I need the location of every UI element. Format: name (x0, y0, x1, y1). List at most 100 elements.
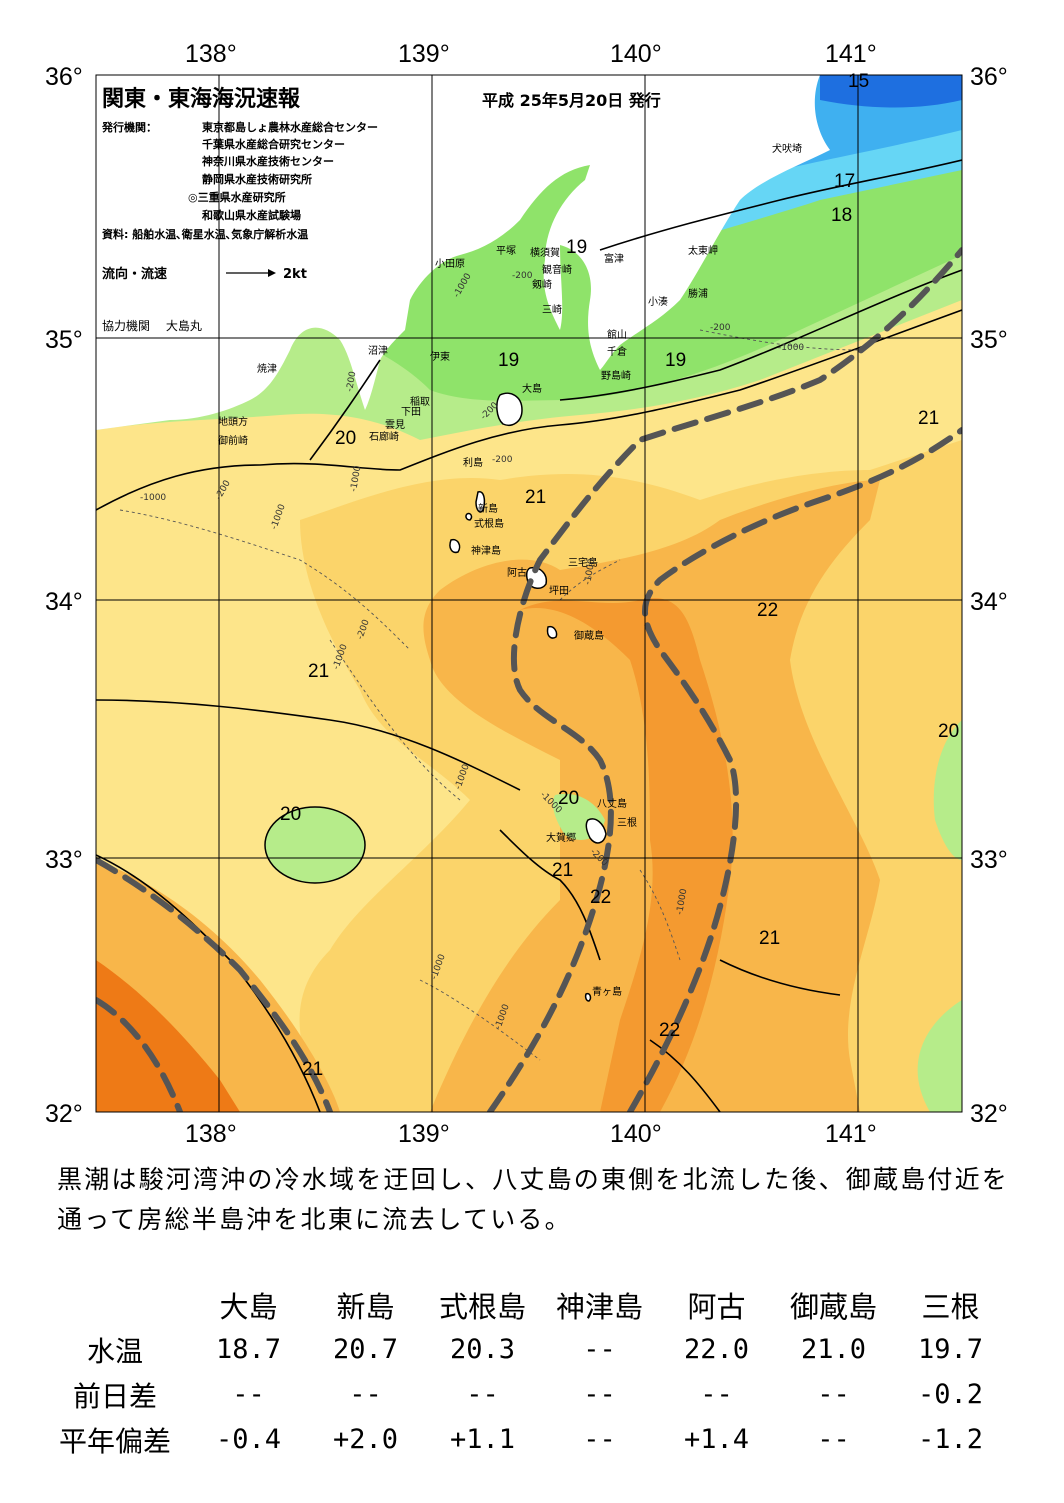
place-label: 雲見 (385, 419, 405, 431)
depth-label: -200 (512, 271, 533, 281)
publisher-label: 発行機関： (101, 120, 157, 134)
table-cell: 20.7 (332, 1334, 399, 1365)
place-label: 三宅島 (568, 556, 598, 569)
isotherm-label: 17 (834, 171, 855, 192)
station-name: 新島 (336, 1289, 395, 1324)
lat-label: 34° (45, 588, 83, 616)
table-cell: 21.0 (800, 1334, 867, 1365)
table-cell: 19.7 (917, 1334, 984, 1365)
publisher: 静岡県水産技術研究所 (202, 172, 312, 186)
isotherm-label: 20 (335, 428, 356, 449)
lat-label: 34° (970, 588, 1008, 616)
depth-label: -200 (710, 323, 731, 333)
table-cell: -0.2 (917, 1379, 984, 1410)
isotherm-label: 22 (590, 887, 611, 908)
table-row: 平年偏差 -0.4 +2.0 +1.1 -- +1.4 -- -1.2 (40, 1417, 1009, 1462)
row-label: 平年偏差 (58, 1424, 171, 1458)
depth-contours (119, 329, 861, 1061)
isotherm-label: 20 (938, 721, 959, 742)
place-label: 剱崎 (532, 278, 552, 291)
flow-legend-label: 流向・流速 (102, 266, 167, 282)
place-label: 千倉 (607, 345, 627, 358)
flow-scale: 2kt (283, 267, 307, 282)
issue-date: 平成 25年5月20日 発行 (482, 91, 661, 110)
place-label: 御前崎 (218, 434, 248, 447)
place-label: 神津島 (471, 544, 501, 557)
isotherm-label: 18 (831, 205, 852, 226)
place-label: 地頭方 (218, 415, 248, 428)
temp-zone-15 (820, 75, 962, 108)
cooperator: 協力機関 大島丸 (102, 318, 202, 333)
island-aogashima (584, 992, 592, 1002)
place-label: 伊東 (430, 350, 450, 363)
isotherm-label: 21 (525, 487, 546, 508)
place-label: 富津 (604, 252, 624, 265)
land-kanto-tokai (96, 75, 830, 430)
place-label: 小田原 (435, 258, 465, 270)
row-label: 前日差 (72, 1379, 157, 1413)
table-cell: 22.0 (683, 1334, 750, 1365)
table-cell: +2.0 (332, 1424, 399, 1455)
depth-label: -1000 (583, 558, 597, 586)
isotherm-label: 20 (558, 788, 579, 809)
table-row: 前日差 -- -- -- -- -- -- -0.2 (40, 1372, 1009, 1417)
place-names: 犬吠埼 太東岬 勝浦 小湊 富津 横須賀 観音崎 剱崎 三崎 平塚 小田原 館山… (218, 142, 802, 998)
lon-label: 140° (610, 40, 662, 68)
lat-labels-right: 36° 35° 34° 33° 32° (970, 63, 1008, 1128)
isotherm-label: 21 (552, 860, 573, 881)
lon-label: 138° (185, 40, 237, 68)
place-label: 三根 (617, 816, 637, 829)
island-hachijo (585, 818, 607, 844)
place-label: 勝浦 (688, 287, 708, 300)
lat-label: 32° (45, 1100, 83, 1128)
place-label: 石廊崎 (369, 430, 399, 443)
place-label: 利島 (463, 456, 483, 469)
place-label: 式根島 (474, 517, 504, 530)
table-corner (40, 1282, 190, 1327)
temp-zone-sw-deep (96, 960, 240, 1112)
lon-label: 141° (825, 1120, 877, 1148)
isotherm-label: 22 (659, 1020, 680, 1041)
isotherm-label: 21 (759, 928, 780, 949)
sources: 資料: 船舶水温､衛星水温､気象庁解析水温 (102, 227, 308, 241)
table-cell: -- (817, 1424, 850, 1455)
island-mikura (546, 625, 558, 639)
map-title: 関東・東海海況速報 (102, 86, 301, 112)
publisher: 東京都島しょ農林水産総合センター (202, 120, 378, 134)
isotherm-label: 19 (498, 350, 519, 371)
flow-arrow-icon (226, 269, 276, 277)
isotherm-labels: 15 17 18 19 19 19 20 20 20 20 21 21 21 2… (280, 71, 959, 1080)
station-name: 大島 (219, 1289, 278, 1324)
place-label: 大島 (522, 382, 542, 395)
place-label: 横須賀 (530, 246, 560, 259)
isotherm-label: 21 (918, 408, 939, 429)
publisher: ◎三重県水産研究所 (188, 190, 286, 204)
place-label: 青ヶ島 (592, 985, 622, 998)
lon-label: 139° (398, 40, 450, 68)
lon-label: 141° (825, 40, 877, 68)
temp-zone-20-east (933, 720, 962, 860)
isotherm-label: 22 (757, 600, 778, 621)
isotherm-label: 15 (848, 71, 869, 92)
sea-temperature-map: 138° 139° 140° 141° 138° 139° 140° 141° … (45, 40, 1008, 1148)
place-label: 阿古 (507, 566, 527, 579)
row-label: 水温 (86, 1334, 143, 1368)
cold-eddy-20 (264, 806, 366, 884)
station-name: 式根島 (438, 1289, 526, 1324)
table-row: 水温 18.7 20.7 20.3 -- 22.0 21.0 19.7 (40, 1327, 1009, 1372)
station-temperature-table: 大島 新島 式根島 神津島 阿古 御蔵島 三根 水温 18.7 20.7 20.… (40, 1282, 1009, 1462)
island-oshima (496, 392, 523, 426)
table-header-row: 大島 新島 式根島 神津島 阿古 御蔵島 三根 (40, 1282, 1009, 1327)
temp-zone-22b (520, 598, 733, 1112)
lat-label: 35° (970, 326, 1008, 354)
table-cell: -1.2 (917, 1424, 984, 1455)
table-cell: -- (817, 1379, 850, 1410)
lat-labels-left: 36° 35° 34° 33° 32° (45, 63, 83, 1128)
kuroshio-axis (96, 247, 962, 1112)
table-cell: +1.1 (449, 1424, 516, 1455)
condition-description: 黒潮は駿河湾沖の冷水域を迂回し、八丈島の東側を北流した後、御蔵島付近を通って房総… (57, 1165, 1010, 1234)
place-label: 観音崎 (542, 263, 572, 276)
table-cell: 18.7 (215, 1334, 282, 1365)
publisher: 神奈川県水産技術センター (202, 154, 334, 168)
isotherm-label: 19 (566, 237, 587, 258)
